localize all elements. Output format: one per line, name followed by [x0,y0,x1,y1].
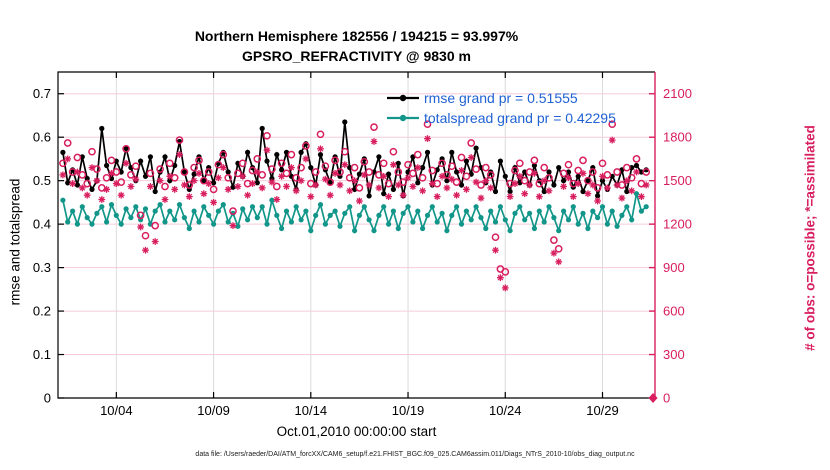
svg-text:0.2: 0.2 [33,304,51,319]
svg-text:600: 600 [663,304,685,319]
series-rmse [60,119,649,199]
svg-text:0.4: 0.4 [33,217,51,232]
svg-text:0.6: 0.6 [33,130,51,145]
y-axis-label-left: rmse and totalspread [7,178,23,306]
svg-text:10/14: 10/14 [295,403,328,418]
svg-text:300: 300 [663,347,685,362]
legend-label-rmse: rmse grand pr = 0.51555 [424,90,578,106]
svg-text:10/09: 10/09 [197,403,230,418]
svg-text:10/29: 10/29 [586,403,619,418]
series-totalspread [60,191,649,235]
series-possible [59,120,651,276]
chart-title-line2: GPSRO_REFRACTIVITY @ 9830 m [242,48,471,64]
svg-text:10/24: 10/24 [489,403,522,418]
svg-text:10/04: 10/04 [100,403,133,418]
svg-text:0: 0 [44,391,51,406]
legend-line-totalspread-icon [387,114,419,122]
svg-text:900: 900 [663,260,685,275]
svg-text:10/19: 10/19 [392,403,425,418]
end-zero-marker [648,393,658,403]
data-file-path: data file: /Users/raeder/DAI/ATM_forcXX/… [195,451,635,458]
svg-text:0.7: 0.7 [33,86,51,101]
svg-text:0.5: 0.5 [33,173,51,188]
legend: rmse grand pr = 0.51555 totalspread gran… [386,88,616,128]
axes-box [57,71,656,399]
svg-text:0: 0 [663,391,670,406]
series-assimilated [59,135,650,292]
svg-text:1800: 1800 [663,130,692,145]
tick-labels: 0 0.1 0.2 0.3 0.4 0.5 0.6 0.7 0 300 600 900 1200 1500… [33,86,692,418]
legend-item-totalspread: totalspread grand pr = 0.42295 [386,108,616,128]
svg-text:1200: 1200 [663,217,692,232]
svg-text:0.1: 0.1 [33,347,51,362]
legend-label-totalspread: totalspread grand pr = 0.42295 [424,110,616,126]
svg-text:0.3: 0.3 [33,260,51,275]
svg-text:2100: 2100 [663,86,692,101]
y-axis-label-right: # of obs: o=possible; *=assimilated [802,125,818,351]
tick-marks [58,72,655,399]
x-axis-label: Oct.01,2010 00:00:00 start [276,424,437,439]
svg-text:1500: 1500 [663,173,692,188]
legend-line-rmse-icon [387,94,419,102]
legend-item-rmse: rmse grand pr = 0.51555 [386,88,616,108]
chart-title: Northern Hemisphere 182556 / 194215 = 93… [58,26,655,66]
chart-title-line1: Northern Hemisphere 182556 / 194215 = 93… [194,28,519,44]
